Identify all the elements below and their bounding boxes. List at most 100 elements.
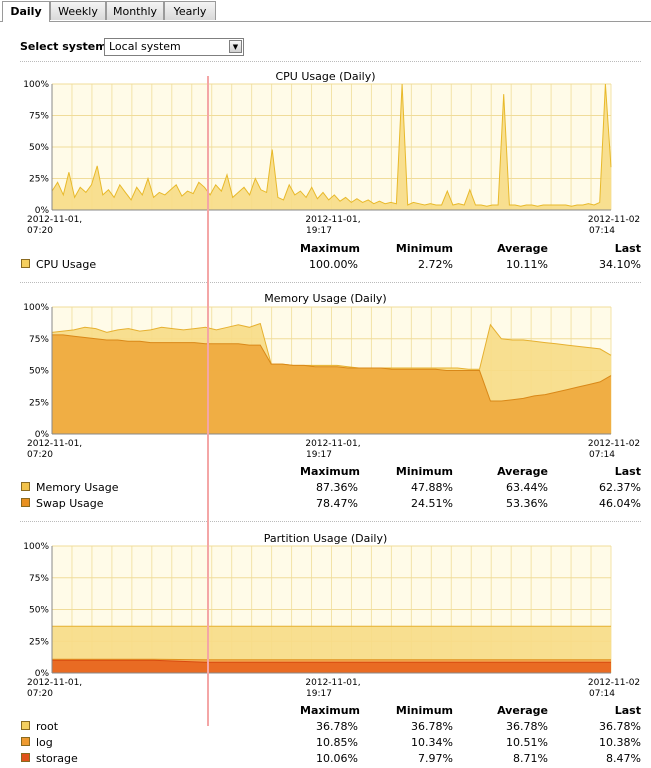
partition-min-header: Minimum xyxy=(395,704,453,717)
memory-series-swap-usage-line xyxy=(52,334,612,402)
memory-x-tick-label: 07:14 xyxy=(589,450,615,460)
swap-legend-swatch xyxy=(21,498,30,507)
memory-max-header: Maximum xyxy=(300,465,360,478)
cpu-x-tick-label: 07:14 xyxy=(589,226,615,236)
cpu-avg-header: Average xyxy=(497,242,548,255)
separator xyxy=(20,61,641,62)
cpu-avg-value: 10.11% xyxy=(506,258,548,271)
tab-weekly[interactable]: Weekly xyxy=(50,1,106,20)
system-select-value: Local system xyxy=(109,40,181,53)
memory-avg-header: Average xyxy=(497,465,548,478)
cpu-y-tick-label: 25% xyxy=(29,175,49,185)
chevron-down-icon[interactable]: ▼ xyxy=(229,40,242,53)
memory-chart-title: Memory Usage (Daily) xyxy=(264,292,387,305)
memory-y-tick-label: 100% xyxy=(23,303,49,313)
partition-x-tick-label: 19:17 xyxy=(306,689,332,699)
root-avg-value: 36.78% xyxy=(506,720,548,733)
period-tabs: Daily Weekly Monthly Yearly xyxy=(0,0,651,22)
partition-chart-title: Partition Usage (Daily) xyxy=(263,532,388,545)
time-cursor-line[interactable] xyxy=(207,76,209,726)
swap-max-value: 78.47% xyxy=(316,497,358,510)
memory-max-value: 87.36% xyxy=(316,481,358,494)
cpu-chart-title: CPU Usage (Daily) xyxy=(275,70,376,83)
partition-x-tick-label: 07:14 xyxy=(589,689,615,699)
partition-max-header: Maximum xyxy=(300,704,360,717)
cpu-series-cpu-usage-area xyxy=(52,84,611,210)
root-legend-swatch xyxy=(21,721,30,730)
memory-y-tick-label: 75% xyxy=(29,335,49,345)
system-select[interactable]: Local system ▼ xyxy=(104,38,244,56)
separator xyxy=(20,521,641,522)
memory-x-tick-label: 2012-11-01, xyxy=(305,439,360,449)
memory-x-tick-label: 07:20 xyxy=(27,450,53,460)
swap-min-value: 24.51% xyxy=(411,497,453,510)
memory-series-memory-usage-line xyxy=(51,322,612,370)
swap-avg-value: 53.36% xyxy=(506,497,548,510)
cpu-legend-label: CPU Usage xyxy=(36,258,97,271)
root-max-value: 36.78% xyxy=(316,720,358,733)
memory-x-tick-label: 19:17 xyxy=(306,450,332,460)
cpu-max-header: Maximum xyxy=(300,242,360,255)
partition-y-tick-label: 100% xyxy=(23,542,49,552)
memory-x-tick-label: 2012-11-01, xyxy=(27,439,82,449)
memory-last-value: 62.37% xyxy=(599,481,641,494)
root-last-value: 36.78% xyxy=(599,720,641,733)
cpu-x-tick-label: 2012-11-01, xyxy=(305,215,360,225)
root-min-value: 36.78% xyxy=(411,720,453,733)
storage-max-value: 10.06% xyxy=(316,752,358,765)
cpu-last-header: Last xyxy=(614,242,641,255)
log-legend-label: log xyxy=(36,736,53,749)
cpu-legend-swatch xyxy=(21,259,30,268)
cpu-y-tick-label: 75% xyxy=(29,112,49,122)
cpu-min-header: Minimum xyxy=(395,242,453,255)
partition-y-tick-label: 0% xyxy=(35,669,50,679)
partition-x-tick-label: 2012-11-01, xyxy=(27,678,82,688)
log-max-value: 10.85% xyxy=(316,736,358,749)
partition-series-storage-area xyxy=(52,660,611,673)
swap-legend-label: Swap Usage xyxy=(36,497,104,510)
tab-daily[interactable]: Daily xyxy=(2,1,50,22)
cpu-last-value: 34.10% xyxy=(599,258,641,271)
separator xyxy=(20,282,641,283)
cpu-min-value: 2.72% xyxy=(418,258,453,271)
partition-last-header: Last xyxy=(614,704,641,717)
log-min-value: 10.34% xyxy=(411,736,453,749)
cpu-y-tick-label: 0% xyxy=(35,206,50,216)
storage-legend-label: storage xyxy=(36,752,78,765)
log-last-value: 10.38% xyxy=(599,736,641,749)
storage-min-value: 7.97% xyxy=(418,752,453,765)
log-avg-value: 10.51% xyxy=(506,736,548,749)
tab-monthly[interactable]: Monthly xyxy=(106,1,164,20)
memory-last-header: Last xyxy=(614,465,641,478)
memory-avg-value: 63.44% xyxy=(506,481,548,494)
partition-y-tick-label: 50% xyxy=(29,606,49,616)
partition-x-tick-label: 2012-11-02 xyxy=(588,678,640,688)
memory-y-tick-label: 25% xyxy=(29,398,49,408)
partition-y-tick-label: 25% xyxy=(29,637,49,647)
partition-y-tick-label: 75% xyxy=(29,574,49,584)
log-legend-swatch xyxy=(21,737,30,746)
memory-min-value: 47.88% xyxy=(411,481,453,494)
partition-avg-header: Average xyxy=(497,704,548,717)
memory-min-header: Minimum xyxy=(395,465,453,478)
cpu-x-tick-label: 2012-11-02 xyxy=(588,215,640,225)
swap-last-value: 46.04% xyxy=(599,497,641,510)
storage-avg-value: 8.71% xyxy=(513,752,548,765)
cpu-y-tick-label: 100% xyxy=(23,80,49,90)
partition-x-tick-label: 2012-11-01, xyxy=(305,678,360,688)
partition-series-storage-line xyxy=(52,659,611,663)
cpu-series-cpu-usage-line xyxy=(51,83,612,207)
memory-y-tick-label: 0% xyxy=(35,430,50,440)
cpu-x-tick-label: 19:17 xyxy=(306,226,332,236)
storage-legend-swatch xyxy=(21,753,30,762)
cpu-x-tick-label: 07:20 xyxy=(27,226,53,236)
memory-x-tick-label: 2012-11-02 xyxy=(588,439,640,449)
storage-last-value: 8.47% xyxy=(606,752,641,765)
cpu-x-tick-label: 2012-11-01, xyxy=(27,215,82,225)
tab-yearly[interactable]: Yearly xyxy=(164,1,216,20)
partition-x-tick-label: 07:20 xyxy=(27,689,53,699)
memory-y-tick-label: 50% xyxy=(29,367,49,377)
memory-series-swap-usage-area xyxy=(52,334,611,434)
cpu-max-value: 100.00% xyxy=(309,258,358,271)
